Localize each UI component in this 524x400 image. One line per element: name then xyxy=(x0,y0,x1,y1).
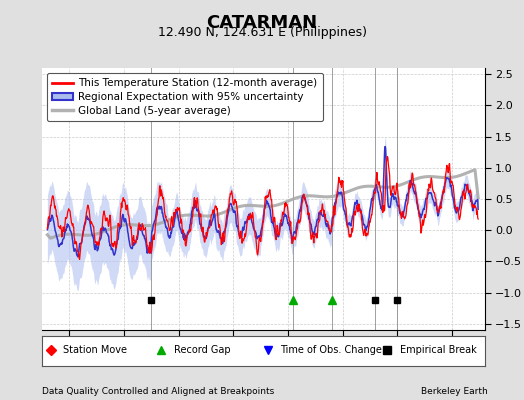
Legend: This Temperature Station (12-month average), Regional Expectation with 95% uncer: This Temperature Station (12-month avera… xyxy=(47,73,323,121)
Text: Berkeley Earth: Berkeley Earth xyxy=(421,387,487,396)
Text: 12.490 N, 124.631 E (Philippines): 12.490 N, 124.631 E (Philippines) xyxy=(158,26,366,39)
Text: CATARMAN: CATARMAN xyxy=(206,14,318,32)
Text: Station Move: Station Move xyxy=(63,345,127,355)
Text: Data Quality Controlled and Aligned at Breakpoints: Data Quality Controlled and Aligned at B… xyxy=(42,387,274,396)
Text: Record Gap: Record Gap xyxy=(174,345,231,355)
Text: Time of Obs. Change: Time of Obs. Change xyxy=(280,345,382,355)
Text: Empirical Break: Empirical Break xyxy=(400,345,476,355)
